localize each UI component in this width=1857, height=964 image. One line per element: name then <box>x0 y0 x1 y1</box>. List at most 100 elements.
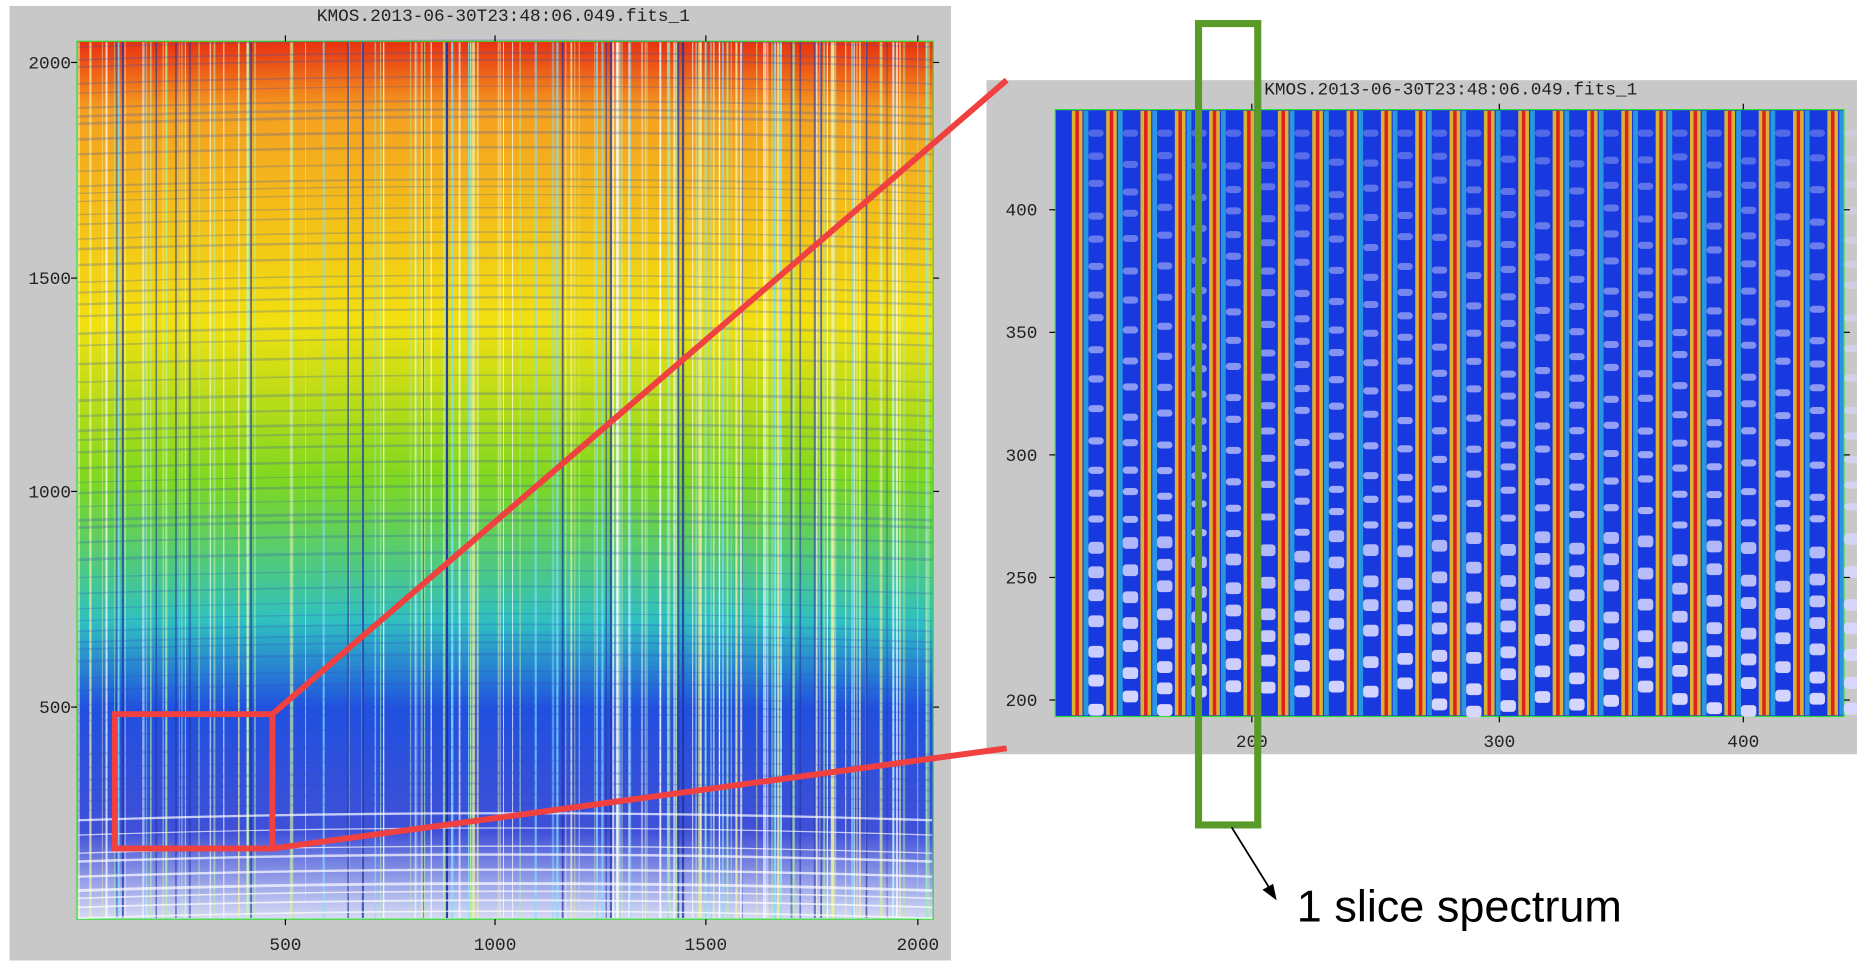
stripe-dash <box>1294 290 1309 297</box>
stripe-dash <box>1363 575 1378 587</box>
stripe-edge <box>1633 111 1638 716</box>
stripe-dash <box>1363 544 1378 556</box>
stripe-dash <box>1088 467 1103 474</box>
stripe-dash <box>1123 188 1138 195</box>
stripe-dash <box>1844 623 1857 635</box>
stripe-dash <box>1397 522 1412 529</box>
stripe-dash <box>1501 188 1516 195</box>
stripe-dash <box>1844 599 1857 611</box>
stripe-dash <box>1672 440 1687 447</box>
stripe-dash <box>1123 210 1138 217</box>
stripe-dash <box>1775 181 1790 188</box>
stripe-dash <box>1775 690 1790 702</box>
stripe-dash <box>1294 529 1309 536</box>
stripe-dash <box>1741 318 1756 325</box>
stripe-dash <box>1535 577 1550 589</box>
stripe-dash <box>1432 650 1447 662</box>
stripe-dash <box>1226 582 1241 594</box>
y-tick-label: 200 <box>1005 692 1037 712</box>
stripe-dash <box>1260 215 1275 222</box>
stripe-dash <box>1810 306 1825 313</box>
stripe-dash <box>1741 575 1756 587</box>
stripe-dash <box>1569 276 1584 283</box>
stripe-dash <box>1844 130 1857 137</box>
stripe-dash <box>1363 625 1378 637</box>
stripe-dash <box>1260 374 1275 381</box>
stripe-edge <box>1393 111 1398 716</box>
stripe-dash <box>1535 478 1550 485</box>
stripe-dash <box>1501 463 1516 470</box>
stripe-dash <box>1810 574 1825 586</box>
stripe-dash <box>1329 681 1344 693</box>
stripe-dash <box>1397 496 1412 503</box>
stripe-dash <box>1535 422 1550 429</box>
stripe-dash <box>1707 419 1722 426</box>
stripe-dash <box>1123 161 1138 168</box>
stripe-dash <box>1672 411 1687 418</box>
stripe-dash <box>1672 153 1687 160</box>
stripe-dash <box>1397 600 1412 612</box>
stripe-dash <box>1329 508 1344 515</box>
stripe-dash <box>1329 191 1344 198</box>
stripe-dash <box>1363 387 1378 394</box>
stripe-dash <box>1844 566 1857 578</box>
stripe-dash <box>1466 683 1481 695</box>
stripe-dash <box>1638 428 1653 435</box>
stripe-dash <box>1672 296 1687 303</box>
stripe-edge <box>1487 111 1491 716</box>
y-tick-label: 350 <box>1005 324 1037 344</box>
stripe-dash <box>1501 320 1516 327</box>
stripe-dash <box>1226 231 1241 238</box>
x-tick-label: 2000 <box>897 936 940 956</box>
stripe-dash <box>1397 653 1412 665</box>
stripe-dash <box>1123 640 1138 652</box>
stripe-dash <box>1088 346 1103 353</box>
stripe-dash <box>1810 617 1825 629</box>
stripe-edge <box>1694 111 1698 716</box>
stripe-dash <box>1604 341 1619 348</box>
stripe-dash <box>1741 342 1756 349</box>
image-stripes <box>1072 111 1857 718</box>
stripe-dash <box>1432 370 1447 377</box>
annotation: 1 slice spectrum <box>1297 881 1622 932</box>
x-tick-label: 200 <box>1236 733 1268 753</box>
stripe-dash <box>1294 230 1309 237</box>
stripe-edge <box>1290 111 1295 716</box>
stripe-dash <box>1707 246 1722 253</box>
stripe-dash <box>1397 233 1412 240</box>
stripe-edge <box>1625 111 1629 716</box>
stripe-dash <box>1260 289 1275 296</box>
stripe-dash <box>1329 649 1344 661</box>
stripe-dash <box>1260 402 1275 409</box>
stripe-dash <box>1123 414 1138 421</box>
stripe-dash <box>1123 516 1138 523</box>
stripe-dash <box>1741 654 1756 666</box>
stripe-dash <box>1672 329 1687 336</box>
stripe-dash <box>1397 358 1412 365</box>
stripe-dash <box>1707 329 1722 336</box>
stripe-dash <box>1088 236 1103 243</box>
stripe-dash <box>1775 525 1790 532</box>
stripe-dash <box>1466 415 1481 422</box>
page: {"panels": [ {"title": "KMOS.2013-06-30T… <box>0 0 1857 964</box>
stripe-dash <box>1432 234 1447 241</box>
x-tick-label: 400 <box>1727 733 1759 753</box>
stripe-dash <box>1638 340 1653 347</box>
stripe-dash <box>1535 553 1550 565</box>
stripe-dash <box>1844 503 1857 510</box>
stripe-dash <box>1707 674 1722 686</box>
stripe-dash <box>1294 633 1309 645</box>
stripe-dash <box>1466 186 1481 193</box>
stripe-dash <box>1157 580 1172 592</box>
stripe-dash <box>1123 326 1138 333</box>
stripe-dash <box>1672 491 1687 498</box>
stripe-dash <box>1569 328 1584 335</box>
stripe-dash <box>1741 628 1756 640</box>
stripe-dash <box>1638 451 1653 458</box>
stripe-dash <box>1329 213 1344 220</box>
stripe-dash <box>1844 407 1857 414</box>
stripe-dash <box>1123 691 1138 703</box>
stripe-dash <box>1707 645 1722 657</box>
stripe-dash <box>1088 263 1103 270</box>
stripe-dash <box>1638 656 1653 668</box>
